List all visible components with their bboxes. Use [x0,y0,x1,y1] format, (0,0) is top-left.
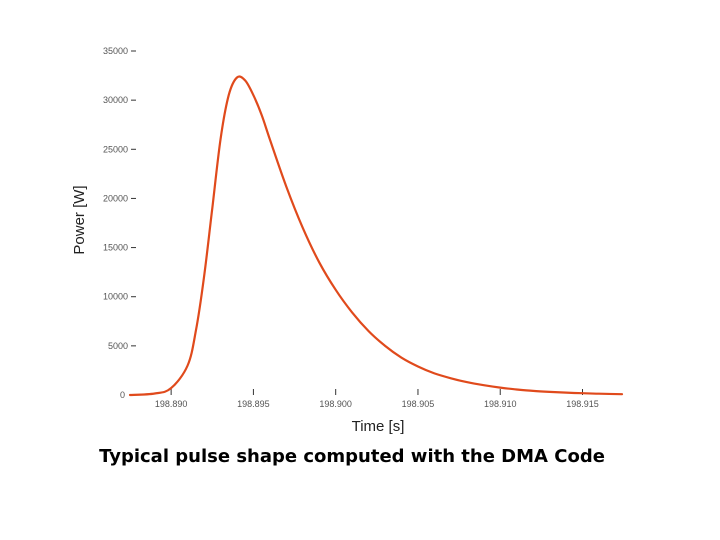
x-tick-label: 198.915 [566,399,599,409]
y-tick-label: 5000 [108,341,128,351]
pulse-chart: 0 5000 10000 15000 20000 25000 30000 35000 198.… [71,46,624,435]
x-tick-label: 198.890 [155,399,188,409]
y-tick-label: 10000 [103,292,128,302]
y-axis-label: Power [W] [71,185,88,254]
y-tick-label: 0 [120,390,125,400]
series-layer [128,75,624,397]
pulse-series-line [128,75,624,397]
x-tick-label: 198.900 [319,399,352,409]
y-axis: 0 5000 10000 15000 20000 25000 30000 35000 [103,46,136,400]
y-tick-label: 20000 [103,193,128,203]
y-tick-label: 35000 [103,46,128,56]
y-tick-label: 25000 [103,144,128,154]
x-tick-label: 198.910 [484,399,517,409]
x-tick-label: 198.895 [237,399,270,409]
figure-caption: Typical pulse shape computed with the DM… [99,446,605,467]
y-tick-label: 15000 [103,243,128,253]
y-tick-label: 30000 [103,95,128,105]
x-axis-label: Time [s] [352,418,405,435]
x-axis: 198.890 198.895 198.900 198.905 198.910 198.9… [155,389,599,409]
x-tick-label: 198.905 [402,399,435,409]
